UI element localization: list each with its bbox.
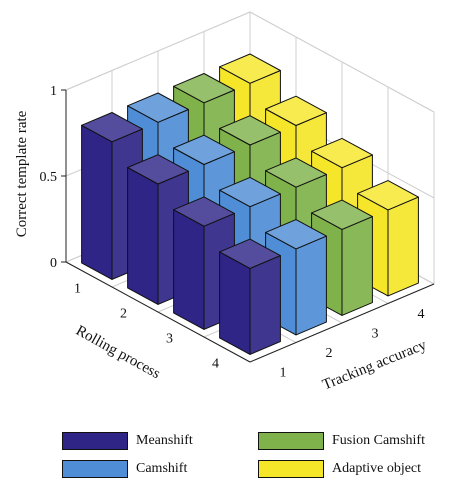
x-axis-title: Rolling process [73, 323, 163, 383]
bar-face-top [173, 134, 235, 165]
bar-face-top [219, 238, 281, 269]
bar-face-left [173, 209, 205, 330]
bar-face-right [341, 216, 373, 316]
y-axis-title: Tracking accuracy [320, 337, 429, 393]
bar-face-top [173, 73, 235, 104]
bar-face-top [127, 154, 189, 185]
bar-face-left [219, 251, 251, 355]
z-tick-label: 0.5 [40, 170, 58, 185]
bars [81, 53, 419, 355]
bar-face-top [219, 176, 281, 208]
x-tick-label: 1 [74, 282, 81, 297]
legend-label-adaptive-object: Adaptive object [332, 461, 422, 476]
bar-face-top [311, 137, 373, 169]
legend-swatch-camshift [62, 460, 128, 478]
x-tick-label: 3 [166, 332, 173, 347]
bar-face-top [265, 157, 327, 188]
y-axis-line [249, 283, 435, 363]
bar-face-top [219, 53, 281, 84]
bar-face-top [219, 115, 281, 146]
bar-face-top [311, 199, 373, 230]
bar-meanshift-4 [219, 238, 281, 355]
y-tick-label: 2 [326, 346, 333, 361]
bar-face-right [249, 255, 281, 355]
legend: Meanshift Camshift Fusion Camshift Adapt… [62, 428, 462, 484]
chart-canvas: 0 0.5 1 1 2 3 4 1 2 3 4 Correct template rate Rollin… [14, 11, 436, 393]
bar-face-top [357, 180, 419, 211]
legend-swatch-meanshift [62, 432, 128, 450]
x-axis-line [65, 261, 251, 363]
y-tick-label: 4 [418, 307, 425, 322]
y-tick-label: 1 [280, 365, 287, 380]
legend-swatch-adaptive-object [258, 460, 324, 478]
legend-swatch-fusion-camshift [258, 432, 324, 450]
bar-face-top [265, 95, 327, 126]
grid-line-z [65, 11, 435, 113]
bar-face-top [81, 112, 143, 143]
bar-face-right [295, 235, 327, 336]
legend-label-camshift: Camshift [136, 461, 188, 476]
x-tick-label: 2 [120, 307, 127, 322]
x-tick-label: 4 [212, 357, 219, 372]
z-axis-title: Correct template rate [14, 110, 30, 237]
z-tick-label: 0 [50, 256, 57, 271]
bar-face-left [81, 124, 113, 280]
bar-face-top [127, 92, 189, 123]
bar-face-top [265, 219, 327, 250]
y-tick-label: 3 [372, 326, 379, 341]
bar-face-top [173, 196, 235, 227]
legend-label-meanshift: Meanshift [136, 433, 193, 448]
bar-face-right [387, 196, 419, 297]
bar-face-left [127, 167, 159, 305]
z-tick-label: 1 [50, 84, 57, 99]
legend-label-fusion-camshift: Fusion Camshift [332, 433, 425, 448]
